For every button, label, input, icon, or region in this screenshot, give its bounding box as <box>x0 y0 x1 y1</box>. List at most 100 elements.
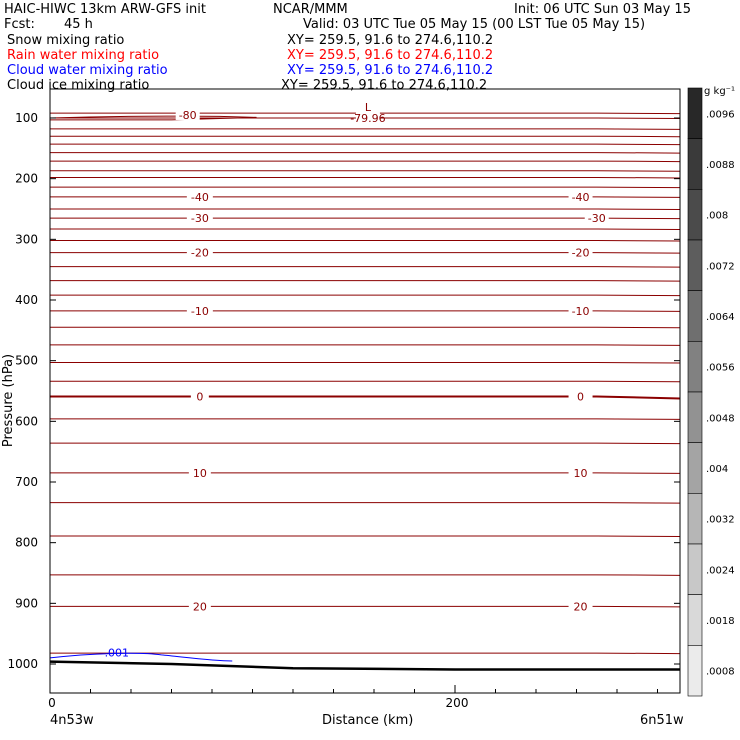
colorbar-swatch <box>687 138 703 190</box>
y-tick-label: 500 <box>15 354 38 368</box>
contour-label: -20 <box>572 247 590 260</box>
colorbar-label: .0056 <box>706 363 735 374</box>
colorbar-label: .0024 <box>706 565 735 576</box>
colorbar-swatch <box>687 341 703 393</box>
field-cloudwater-name: Cloud water mixing ratio <box>7 63 168 78</box>
colorbar-swatch <box>687 543 703 595</box>
isotherm-label: 0 <box>196 390 203 403</box>
isotherm-label-bg <box>188 601 211 612</box>
cloud-water-label: .001 <box>105 647 130 660</box>
plot-frame <box>49 88 681 694</box>
cloud-water-contour <box>49 652 233 662</box>
isotherm-label-bg <box>186 247 213 258</box>
y-axis-title: Pressure (hPa) <box>1 353 17 448</box>
x-axis-title: Distance (km) <box>322 713 414 728</box>
isotherm-line <box>50 442 681 445</box>
colorbar-label: .0072 <box>706 261 735 272</box>
isotherm-line <box>50 170 681 172</box>
colorbar-label: .0018 <box>706 616 735 627</box>
contour-label-bg <box>568 304 593 316</box>
isotherm-line <box>50 239 681 242</box>
colorbar-swatch <box>687 391 703 443</box>
colorbar-swatch <box>687 442 703 494</box>
contour-label: 20 <box>574 600 588 613</box>
contour-label: -10 <box>572 305 590 318</box>
y-tick-label: 100 <box>15 111 38 125</box>
isotherm-line <box>50 217 681 220</box>
colorbar-swatch <box>687 239 703 291</box>
colorbar-swatch <box>687 87 703 139</box>
isotherm-line <box>50 160 681 163</box>
isotherm-label-bg <box>186 305 213 316</box>
y-tick-label: 300 <box>15 232 38 246</box>
contour-label: -30 <box>588 212 606 225</box>
isotherm-line <box>50 265 681 268</box>
contour-label: -40 <box>572 191 590 204</box>
fcst-label: Fcst: <box>4 17 35 32</box>
model-title: HAIC-HIWC 13km ARW-GFS init <box>4 2 206 17</box>
colorbar-swatch <box>687 645 703 697</box>
contour-label: -79.96 <box>350 112 385 125</box>
field-cloudwater-xy: XY= 259.5, 91.6 to 274.6,110.2 <box>287 63 494 78</box>
contour-label-layer: -40 -30 -20 -10 0 10 20 -80 L-79.96 -40 -30 -20 -10 0… <box>175 101 609 613</box>
colorbar-unit: g kg⁻¹ <box>704 86 735 97</box>
contour-label-bg <box>175 108 200 120</box>
isotherm-line <box>50 294 681 297</box>
isotherm-line <box>50 176 681 179</box>
isotherm-line <box>50 501 681 504</box>
init-time: Init: 06 UTC Sun 03 May 15 <box>514 2 691 17</box>
isotherm-line <box>50 535 681 537</box>
isotherm-line <box>50 228 681 231</box>
colorbar: .0096 .0088 .008 .0072 .0064 .0056 .0048 .004 .0… <box>687 87 735 697</box>
y-tick-label: 800 <box>15 536 38 550</box>
isotherm-line <box>50 574 681 576</box>
colorbar-swatch <box>687 189 703 241</box>
isotherm-line <box>50 344 681 346</box>
colorbar-swatch <box>687 594 703 646</box>
y-tick-label: 200 <box>15 172 38 186</box>
isotherm-line <box>50 151 681 154</box>
isotherm-line <box>50 361 681 364</box>
fcst-value: 45 h <box>64 17 93 32</box>
contour-label-bg <box>584 212 609 224</box>
colorbar-label: .004 <box>706 464 728 475</box>
colorbar-label: .0032 <box>706 515 735 526</box>
isotherm-line <box>50 279 681 282</box>
colorbar-label: .0064 <box>706 312 735 323</box>
isotherm-line <box>50 326 681 329</box>
isotherm-layer <box>49 112 681 655</box>
x-tick-label: 200 <box>446 696 469 710</box>
y-tick-label: 900 <box>15 596 38 610</box>
isotherm-label-bg <box>188 467 211 478</box>
field-snow-name: Snow mixing ratio <box>7 33 125 48</box>
y-tick-label: 600 <box>15 414 38 428</box>
contour-label-bg <box>568 466 593 478</box>
isotherm-line <box>50 208 681 210</box>
isotherm-label-bg <box>190 391 209 402</box>
isotherm-line <box>50 652 681 655</box>
terrain-line <box>49 660 680 671</box>
isotherm-label: -30 <box>191 212 209 225</box>
y-tick-label: 700 <box>15 475 38 489</box>
y-tick-label: 400 <box>15 293 38 307</box>
colorbar-label: .008 <box>706 211 728 222</box>
colorbar-label: .0096 <box>706 109 735 120</box>
isotherm-line <box>50 380 681 383</box>
isotherm-line <box>50 128 681 130</box>
colorbar-swatch <box>687 290 703 342</box>
field-rain-name: Rain water mixing ratio <box>7 48 160 63</box>
org-label: NCAR/MMM <box>273 2 348 17</box>
left-endpoint-label: 4n53w <box>50 713 94 728</box>
isotherm-label-bg <box>186 191 213 202</box>
isotherm-line <box>50 112 681 115</box>
colorbar-swatch <box>687 493 703 545</box>
colorbar-label: .0008 <box>706 667 735 678</box>
isotherm-label: -10 <box>191 305 209 318</box>
contour-label-bg <box>355 112 380 123</box>
isotherm-line <box>50 135 681 138</box>
right-endpoint-label: 6n51w <box>640 713 684 728</box>
isotherm-line <box>50 117 681 119</box>
